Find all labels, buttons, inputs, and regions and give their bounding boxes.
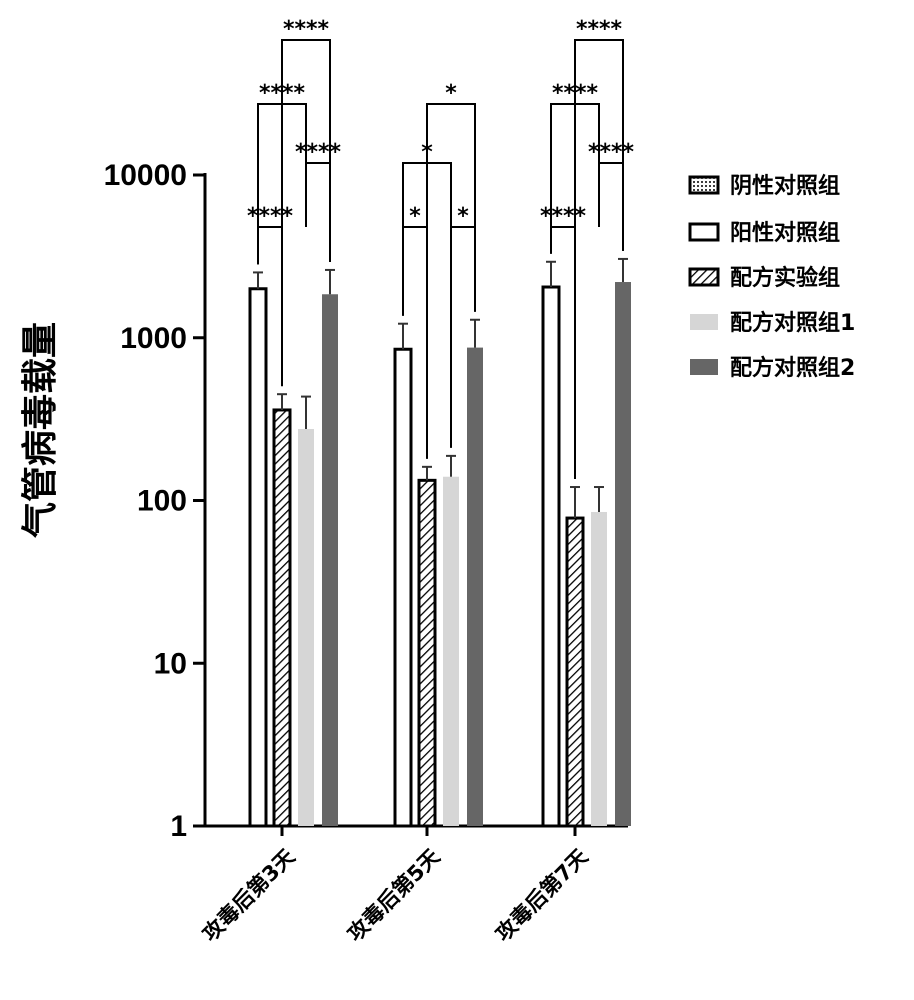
legend-swatch-2 (688, 222, 720, 242)
legend-swatch-1 (688, 175, 720, 195)
sig-bracket-11 (574, 39, 624, 251)
y-tick-label-100: 100 (137, 485, 187, 518)
category-label-1: 攻毒后第3天 (198, 844, 300, 946)
category-label-2: 攻毒后第5天 (343, 844, 445, 946)
legend-label-2: 阳性对照组 (730, 220, 840, 246)
sig-label-1: **** (247, 204, 294, 229)
bar-4-3 (591, 511, 607, 826)
bar-5-3 (615, 282, 631, 826)
legend-swatch-3 (688, 267, 720, 287)
sig-label-8: * (457, 204, 469, 229)
bar-4-1 (298, 428, 314, 826)
legend-label-3: 配方实验组 (730, 265, 840, 291)
sig-label-12: **** (588, 140, 635, 165)
sig-bracket-8 (450, 226, 476, 448)
bar-3-1 (272, 408, 292, 828)
category-label-3: 攻毒后第7天 (491, 844, 593, 946)
legend-swatch-4 (690, 314, 718, 330)
y-axis-title: 气管病毒载量 (20, 322, 61, 538)
legend-label-5: 配方对照组2 (730, 355, 855, 381)
bar-4-2 (443, 476, 459, 826)
sig-bracket-3 (281, 39, 331, 262)
y-tick-label-1: 1 (170, 810, 187, 843)
sig-label-4: **** (295, 140, 342, 165)
y-tick-label-10000: 10000 (104, 159, 187, 192)
y-tick-label-1000: 1000 (120, 322, 187, 355)
sig-bracket-4 (305, 162, 331, 262)
bar-3-2 (417, 478, 437, 828)
bar-5-1 (322, 294, 338, 826)
bar-5-2 (467, 347, 483, 826)
bar-2-3 (541, 285, 561, 828)
bar-2-1 (248, 287, 268, 828)
sig-label-9: **** (540, 204, 587, 229)
sig-label-5: * (409, 204, 421, 229)
bar-3-3 (565, 516, 585, 828)
sig-label-11: **** (576, 17, 623, 42)
bar-2-2 (393, 347, 413, 828)
sig-bracket-7 (426, 103, 476, 312)
bars (248, 257, 631, 828)
significance-brackets: ******************** **************** (247, 17, 635, 480)
y-tick-label-10: 10 (154, 647, 187, 680)
legend-label-1: 阴性对照组 (730, 173, 840, 199)
sig-label-3: **** (283, 17, 330, 42)
legend-swatch-5 (690, 359, 718, 375)
sig-bracket-12 (598, 162, 624, 251)
sig-label-7: * (445, 81, 457, 106)
legend-label-4: 配方对照组1 (730, 310, 855, 336)
